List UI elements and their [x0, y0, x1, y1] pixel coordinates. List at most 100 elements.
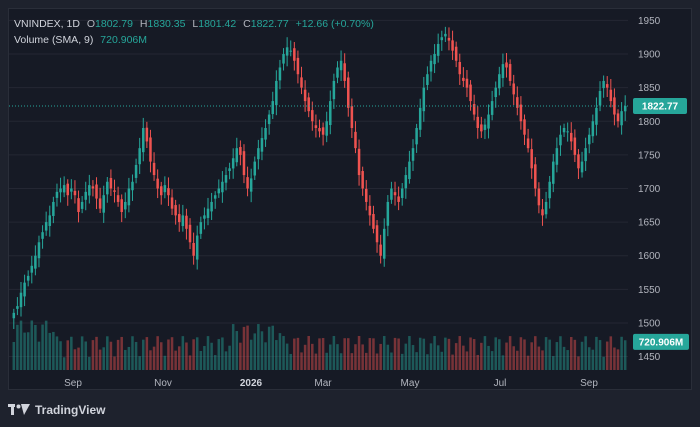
- volume-bar: [559, 336, 562, 370]
- volume-bar: [408, 336, 411, 370]
- volume-bar: [372, 338, 375, 370]
- volume-bar: [404, 343, 408, 370]
- candle-body: [444, 33, 447, 37]
- candle-body: [307, 97, 310, 112]
- candle-body: [595, 107, 598, 125]
- candle-body: [566, 131, 569, 133]
- volume-bar: [48, 332, 52, 370]
- chart-canvas[interactable]: 1450 1500 1550 1600 1650 1700 1750 1800 1850 1900…: [8, 8, 692, 390]
- volume-bar: [555, 342, 559, 370]
- volume-bar: [206, 336, 210, 370]
- volume-bar: [73, 349, 77, 370]
- volume-bar: [203, 346, 206, 370]
- volume-bar: [314, 353, 318, 370]
- volume-bar: [598, 340, 602, 370]
- tradingview-brand[interactable]: TradingView: [8, 403, 105, 417]
- volume-bar: [526, 355, 530, 370]
- candle-body: [246, 177, 249, 189]
- volume-bar: [519, 337, 523, 370]
- volume-bar: [447, 338, 451, 370]
- candle-body: [314, 125, 318, 128]
- candle-body: [519, 104, 523, 122]
- volume-bar: [534, 336, 537, 370]
- volume-bar: [605, 341, 609, 370]
- time-tick-label: Sep: [580, 378, 598, 389]
- volume-bar: [347, 338, 350, 370]
- volume-bar: [16, 324, 19, 370]
- volume-bar: [59, 341, 62, 370]
- volume-bar: [239, 342, 242, 370]
- volume-legend-row: Volume (SMA, 9) 720.906M: [14, 32, 374, 48]
- volume-bar: [127, 346, 131, 370]
- volume-bar: [469, 337, 472, 370]
- candle-body: [386, 201, 390, 226]
- volume-bar: [88, 356, 91, 370]
- candle-body: [616, 113, 620, 122]
- candle-body: [512, 83, 515, 95]
- candle-body: [80, 201, 84, 209]
- candle-body: [311, 110, 314, 122]
- volume-bar: [530, 342, 533, 370]
- price-tick-label: 1650: [638, 218, 661, 229]
- volume-bar: [393, 337, 397, 370]
- candle-body: [167, 188, 170, 196]
- candle-body: [336, 67, 339, 78]
- volume-bar: [267, 326, 271, 370]
- volume-bar: [602, 356, 605, 370]
- candle-body: [52, 201, 55, 216]
- candle-body: [199, 222, 203, 234]
- candle-body: [44, 222, 48, 231]
- price-tick-label: 1950: [638, 16, 661, 27]
- volume-bar: [62, 357, 66, 370]
- price-tick-label: 1800: [638, 117, 661, 128]
- volume-bar: [368, 338, 372, 370]
- candle-body: [19, 292, 23, 308]
- volume-bar: [307, 336, 310, 370]
- candle-body: [454, 46, 458, 61]
- volume-bar: [544, 337, 548, 370]
- volume-bar: [131, 336, 134, 370]
- price-axis[interactable]: 1450 1500 1550 1600 1650 1700 1750 1800 1850 1900…: [638, 16, 661, 363]
- volume-bar: [199, 350, 203, 370]
- volume-bar: [339, 353, 343, 370]
- volume-bar: [516, 350, 519, 370]
- candle-body: [343, 63, 346, 81]
- candle-body: [368, 205, 372, 216]
- candle-body: [462, 77, 465, 81]
- candle-body: [217, 188, 221, 194]
- time-axis[interactable]: Sep Nov 2026 Mar May Jul Sep: [64, 378, 598, 389]
- candle-body: [185, 215, 188, 229]
- candle-body: [296, 57, 300, 75]
- low-value: 1801.42: [198, 18, 237, 30]
- volume-bar: [429, 343, 433, 370]
- candle-body: [116, 195, 120, 202]
- candle-body: [41, 232, 44, 239]
- candle-body: [235, 148, 239, 163]
- volume-bar: [350, 353, 354, 370]
- volume-bar: [138, 356, 141, 370]
- volume-bar: [228, 345, 231, 370]
- candle-body: [134, 164, 138, 178]
- candle-body: [26, 275, 30, 281]
- candle-body: [289, 50, 292, 52]
- candle-body: [584, 148, 587, 162]
- candle-body: [62, 185, 66, 193]
- volume-bar: [562, 346, 566, 370]
- candle-body: [102, 195, 105, 213]
- volume-bar: [235, 331, 239, 370]
- symbol-label[interactable]: VNINDEX, 1D: [14, 18, 80, 30]
- volume-bar: [95, 336, 98, 370]
- volume-indicator-label[interactable]: Volume (SMA, 9): [14, 34, 94, 46]
- candle-body: [490, 101, 494, 115]
- candle-body: [192, 242, 195, 256]
- volume-bar: [246, 325, 249, 370]
- candle-body: [70, 188, 73, 192]
- volume-bar: [609, 336, 613, 370]
- candle-body: [382, 228, 386, 259]
- volume-bar: [422, 338, 426, 370]
- close-value: 1822.77: [250, 18, 289, 30]
- candle-body: [260, 138, 264, 152]
- candle-body: [332, 80, 336, 100]
- candle-body: [16, 306, 19, 309]
- volume-bar: [397, 338, 400, 370]
